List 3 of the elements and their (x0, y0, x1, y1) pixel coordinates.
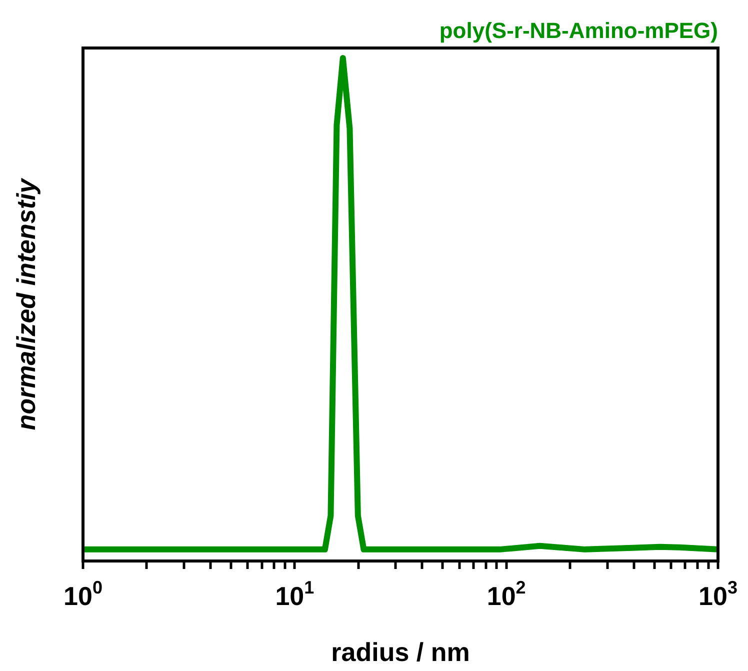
text: poly(S-r-NB-Amino-mPEG) (439, 18, 718, 43)
x-axis-title: radius / nm (331, 637, 470, 667)
y-axis-title: normalized intenstiy (11, 177, 41, 430)
